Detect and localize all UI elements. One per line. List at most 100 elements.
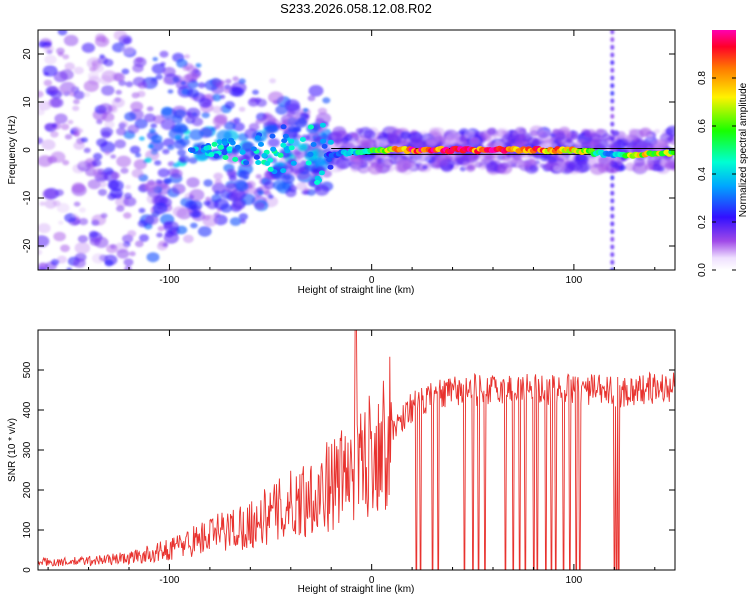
spectrogram-noise-blob [275,105,288,115]
spectrogram-noise-blob [216,129,232,142]
spectrogram-noise-blob [162,148,170,155]
spectrogram-noise-blob [183,234,194,244]
spectrogram-noise-blob [43,44,55,54]
spectrogram-artifact-blob [610,213,615,219]
spectrogram-noise-blob [122,45,135,55]
spectrogram-noise-blob [176,58,188,68]
spectrogram-noise-blob [73,258,86,268]
spectrogram-noise-blob [287,125,297,133]
spectrogram-noise-blob [110,154,117,159]
spectrogram-noise-blob [150,123,157,129]
signal-fan-cell [314,175,321,181]
spectrogram-noise-blob [519,134,526,140]
spectrogram-noise-blob [644,163,654,171]
y-tick-label: 400 [22,401,33,418]
spectrogram-noise-blob [384,160,391,166]
spectrogram-noise-blob [489,160,498,167]
spectrogram-noise-blob [633,157,646,167]
spectrogram-noise-blob [185,200,198,210]
spectrogram-noise-blob [186,65,197,74]
spectrogram-noise-blob [137,219,148,228]
spectrogram-noise-blob [308,85,324,97]
spectrogram-signal-track [187,122,675,185]
signal-fan-cell [318,170,325,176]
spectrogram-noise-blob [125,184,132,190]
spectrogram-noise-blob [343,134,353,142]
spectrogram-noise-blob [173,109,187,119]
spectrogram-noise-blob [224,101,235,110]
spectrogram-noise-blob [139,234,149,242]
spectrogram-noise-blob [121,68,130,75]
spectrogram-noise-blob [197,226,212,237]
spectrogram-noise-blob [39,263,46,268]
spectrogram-noise-blob [145,214,159,225]
spectrogram-noise-blob [60,81,77,94]
signal-fan-cell [253,154,260,160]
spectrogram-noise-blob [54,113,68,124]
spectrogram-noise-blob [195,63,202,68]
spectrogram-noise-blob [151,134,163,144]
spectrogram-noise-blob [647,134,654,140]
spectrogram-noise-blob [131,168,144,178]
signal-fan-cell [327,164,334,170]
spectrogram-noise-blob [74,242,91,254]
colorbar-tick-label: 0.0 [697,263,708,277]
colorbar-tick-label: 0.6 [697,119,708,133]
signal-fan-cell [290,160,297,166]
spectrogram-noise-blob [401,154,409,161]
spectrogram-noise-blob [184,135,190,140]
spectrogram-noise-blob [186,107,201,119]
spectrogram-noise-blob [589,132,597,138]
spectrogram-noise-blob [162,66,176,77]
spectrogram-noise-blob [465,164,476,173]
spectrogram-noise-blob [133,159,147,170]
spectrogram-noise-blob [38,100,52,111]
snr-x-ticks: -100 0 100 [47,330,656,586]
spectrogram-artifact-blob [610,160,615,165]
signal-fan-cell [305,160,312,166]
spectrogram-noise-blob [73,141,85,150]
spectrogram-noise-blob [263,180,275,190]
spectrogram-noise-blob [229,217,242,226]
signal-fan-cell [299,137,306,142]
x-tick-label: 0 [369,275,375,286]
spectrogram-noise-blob [584,131,592,138]
spectrogram-noise-blob [664,160,675,171]
spectrogram-noise-blob [135,152,142,158]
signal-fan-cell [280,168,287,174]
spectrogram-noise-blob [116,155,132,168]
spectrogram-noise-blob [123,196,137,207]
spectrogram-noise-blob [162,76,173,85]
spectrogram-noise-blob [157,225,165,232]
spectrogram-noise-blob [73,90,85,100]
spectrogram-noise-blob [248,186,257,194]
spectrogram-noise-blob [335,157,351,170]
spectrogram-noise-blob [238,170,250,179]
spectrogram-noise-blob [310,122,322,131]
spectrogram-noise-blob [38,249,43,256]
signal-fan-cell [288,145,295,151]
spectrogram-noise-blob [44,41,52,47]
spectrogram-noise-blob [422,164,428,170]
signal-fan-cell [232,156,239,162]
spectrogram-noise-blob [470,136,479,144]
spectrogram-noise-blob [123,192,132,199]
spectrogram-artifact-blob [610,98,615,104]
spectrogram-noise-blob [201,112,210,119]
spectrogram-noise-blob [50,151,66,163]
spectrogram-noise-blob [60,123,70,130]
spectrogram-noise-blob [307,95,316,102]
spectrogram-noise-blob [211,182,226,194]
spectrogram-noise-blob [42,65,58,77]
spectrogram-noise-blob [284,99,300,112]
spectrogram-noise-blob [409,138,426,150]
spectrogram-noise-blob [228,86,242,97]
spectrogram-noise-blob [516,160,524,166]
signal-fan-cell [314,180,321,185]
spectrogram-noise-blob [161,106,173,116]
spectrogram-noise-blob [53,231,66,242]
spectrogram-artifact-blob [610,198,615,204]
spectrogram-noise-blob [57,30,68,36]
spectrogram-noise-blob [124,265,132,270]
spectrogram-noise-blob [238,106,246,112]
